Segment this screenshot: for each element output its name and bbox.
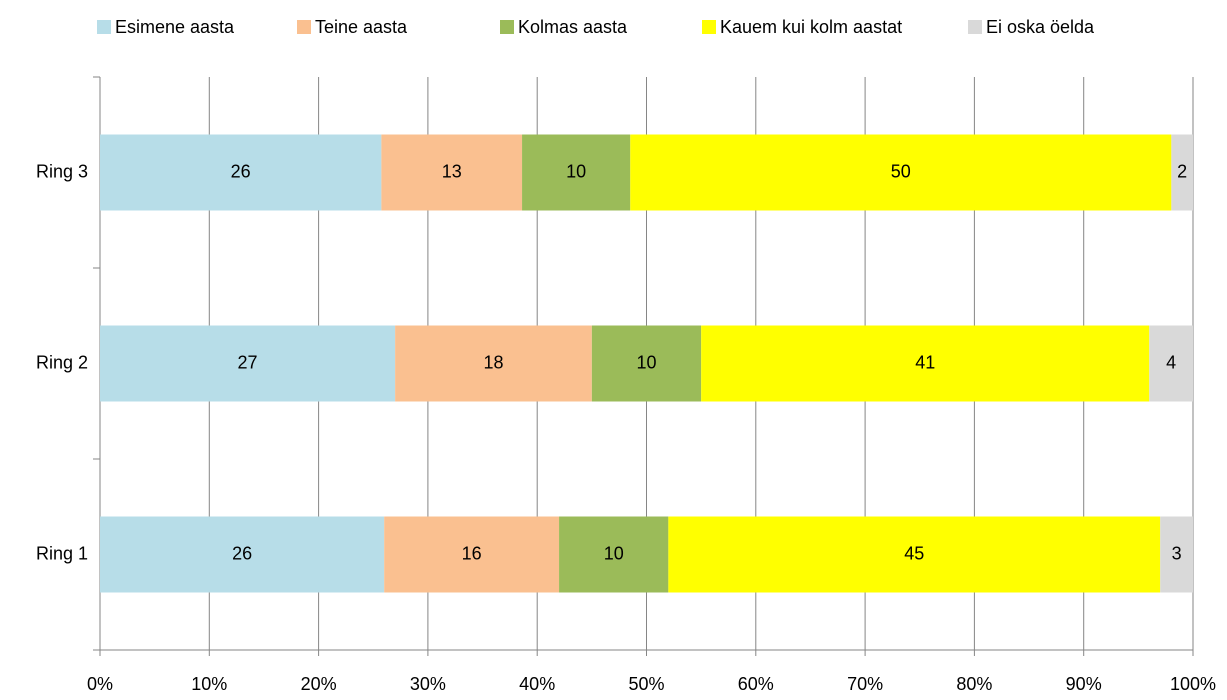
bar-segment bbox=[668, 516, 1161, 593]
data-label: 26 bbox=[232, 543, 252, 563]
legend-swatch bbox=[500, 20, 514, 34]
data-label: 2 bbox=[1177, 161, 1187, 181]
legend-swatch bbox=[702, 20, 716, 34]
data-label: 16 bbox=[462, 543, 482, 563]
bar-segment bbox=[100, 134, 382, 211]
data-label: 3 bbox=[1172, 543, 1182, 563]
bar-segment bbox=[701, 325, 1150, 402]
legend-swatch bbox=[297, 20, 311, 34]
bar-segment bbox=[381, 134, 523, 211]
x-tick-label: 10% bbox=[191, 674, 227, 694]
bar-segment bbox=[630, 134, 1172, 211]
x-tick-label: 100% bbox=[1170, 674, 1216, 694]
data-label: 27 bbox=[238, 352, 258, 372]
bar-segment bbox=[384, 516, 560, 593]
bar-segment bbox=[522, 134, 631, 211]
x-tick-label: 20% bbox=[301, 674, 337, 694]
bar-segment bbox=[100, 325, 396, 402]
bar-segment bbox=[1160, 516, 1193, 593]
data-label: 4 bbox=[1166, 352, 1176, 372]
bar-segment bbox=[559, 516, 669, 593]
y-tick-label: Ring 1 bbox=[36, 543, 88, 563]
legend-label: Ei oska öelda bbox=[986, 17, 1095, 37]
y-tick-label: Ring 3 bbox=[36, 161, 88, 181]
x-tick-label: 30% bbox=[410, 674, 446, 694]
x-tick-label: 50% bbox=[628, 674, 664, 694]
bar-segment bbox=[591, 325, 702, 402]
x-tick-label: 80% bbox=[956, 674, 992, 694]
x-tick-label: 70% bbox=[847, 674, 883, 694]
x-tick-label: 40% bbox=[519, 674, 555, 694]
bar-segment bbox=[1149, 325, 1193, 402]
bar-segment bbox=[395, 325, 592, 402]
data-label: 10 bbox=[566, 161, 586, 181]
data-label: 10 bbox=[604, 543, 624, 563]
bar-segment bbox=[100, 516, 385, 593]
legend-label: Kauem kui kolm aastat bbox=[720, 17, 902, 37]
data-label: 26 bbox=[231, 161, 251, 181]
x-tick-label: 0% bbox=[87, 674, 113, 694]
x-tick-label: 90% bbox=[1066, 674, 1102, 694]
legend-label: Teine aasta bbox=[315, 17, 408, 37]
data-label: 13 bbox=[442, 161, 462, 181]
legend-label: Esimene aasta bbox=[115, 17, 235, 37]
data-label: 10 bbox=[636, 352, 656, 372]
x-tick-label: 60% bbox=[738, 674, 774, 694]
legend-swatch bbox=[97, 20, 111, 34]
data-label: 45 bbox=[904, 543, 924, 563]
y-tick-label: Ring 2 bbox=[36, 352, 88, 372]
legend-swatch bbox=[968, 20, 982, 34]
bar-segment bbox=[1171, 134, 1193, 211]
data-label: 18 bbox=[483, 352, 503, 372]
data-label: 50 bbox=[891, 161, 911, 181]
data-label: 41 bbox=[915, 352, 935, 372]
legend-label: Kolmas aasta bbox=[518, 17, 628, 37]
